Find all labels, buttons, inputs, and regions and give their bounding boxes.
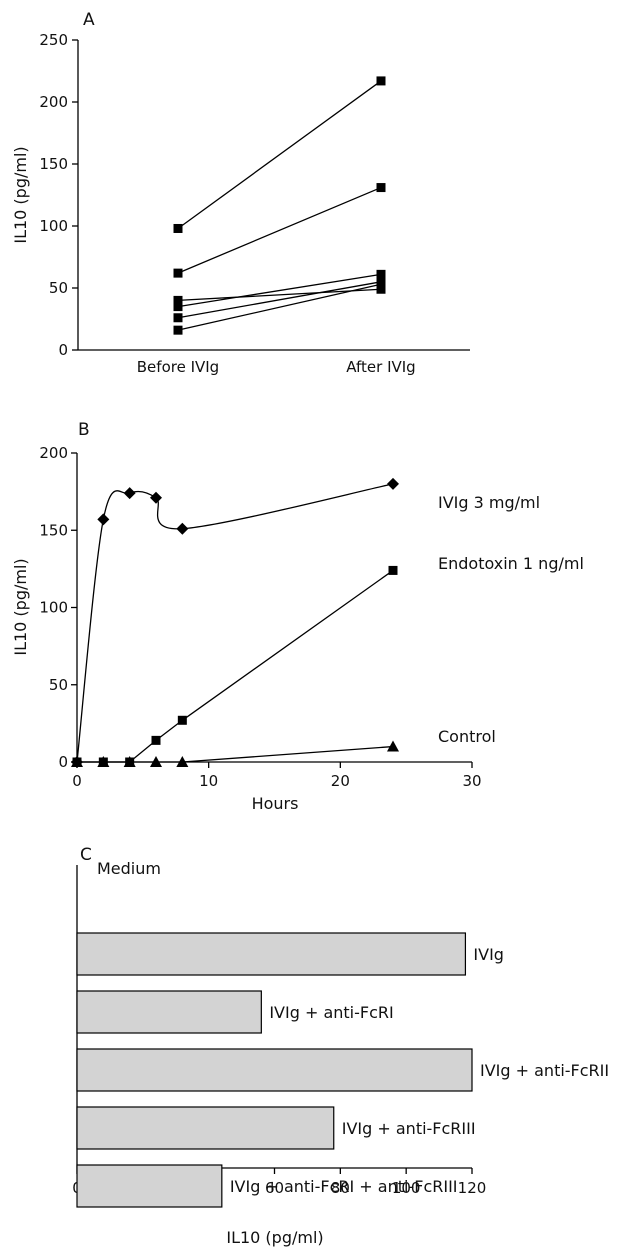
panel-b-data-point bbox=[387, 477, 399, 490]
panel-a-x-tick-label: After IVIg bbox=[346, 358, 415, 376]
panel-b-x-tick-label: 20 bbox=[331, 772, 350, 790]
panel-c-bar bbox=[76, 1164, 223, 1208]
panel-c-letter: C bbox=[80, 845, 92, 865]
panel-b-data-point bbox=[176, 522, 189, 535]
panel-c-x-label: IL10 (pg/ml) bbox=[226, 1228, 323, 1247]
panel-c-bar-label: Medium bbox=[97, 859, 161, 878]
series-label-control: Control bbox=[438, 727, 496, 746]
panel-b-data-point bbox=[177, 715, 187, 725]
panel-b-data-point bbox=[97, 513, 110, 526]
panel-b-data-point bbox=[123, 756, 136, 767]
panel-b-series-line bbox=[77, 569, 394, 763]
panel-c-x-tick-label: 120 bbox=[458, 1179, 487, 1197]
panel-b-data-point bbox=[123, 487, 136, 500]
panel-a-series-line bbox=[177, 273, 382, 308]
panel-b-series bbox=[71, 477, 399, 768]
panel-b-y-tick-label: 150 bbox=[39, 521, 68, 539]
panel-c-bar bbox=[76, 990, 262, 1034]
panel-a-y-label: IL10 (pg/ml) bbox=[11, 146, 30, 243]
panel-b-x-label: Hours bbox=[252, 794, 299, 813]
panel-c-bar bbox=[76, 1048, 473, 1092]
panel-a-data-point bbox=[173, 223, 183, 233]
panel-b-y-tick-label: 50 bbox=[49, 676, 68, 694]
panel-a-data-point bbox=[376, 183, 386, 193]
panel-a-series-line bbox=[177, 80, 382, 230]
panel-b-data-point bbox=[151, 735, 161, 745]
panel-c-bar-label: IVIg + anti-FcRIII bbox=[342, 1119, 476, 1138]
panel-a-y-tick-label: 0 bbox=[58, 341, 68, 359]
panel-a-y-tick-label: 200 bbox=[39, 93, 68, 111]
panel-a-y-tick-label: 50 bbox=[49, 279, 68, 297]
panel-c-bar bbox=[76, 932, 467, 976]
panel-a-data-point bbox=[173, 295, 183, 305]
panel-a: A 0 50 100 150 200 250 Before IVIg After IVIg… bbox=[11, 10, 470, 376]
panel-b-data-point bbox=[150, 491, 162, 504]
panel-c-bars: Medium IVIg IVIg + anti-FcRI IVIg + anti-Fc… bbox=[76, 859, 609, 1208]
panel-b-y-tick-label: 0 bbox=[58, 753, 68, 771]
panel-a-x-tick-label: Before IVIg bbox=[137, 358, 219, 376]
panel-b-y-ticks: 0 50 100 150 200 bbox=[39, 444, 77, 771]
panel-c-bar bbox=[76, 1106, 335, 1150]
panel-b-data-point bbox=[176, 756, 189, 767]
panel-b-y-label: IL10 (pg/ml) bbox=[11, 558, 30, 655]
panel-c-x-tick-label: 60 bbox=[265, 1179, 284, 1197]
panel-a-y-tick-label: 250 bbox=[39, 31, 68, 49]
panel-a-series bbox=[173, 76, 386, 335]
panel-b-series-line bbox=[76, 483, 394, 763]
panel-c-bar-label: IVIg bbox=[473, 945, 504, 964]
panel-a-data-point bbox=[376, 284, 386, 294]
panel-b-x-tick-label: 10 bbox=[199, 772, 218, 790]
panel-a-data-point bbox=[376, 76, 386, 86]
panel-a-y-tick-label: 100 bbox=[39, 217, 68, 235]
panel-a-data-point bbox=[173, 325, 183, 335]
panel-a-data-point bbox=[173, 313, 183, 323]
panel-a-series-line bbox=[177, 186, 382, 274]
panel-b: B 0 50 100 150 200 0 10 20 30 Hours IL10 (pg/ml… bbox=[11, 420, 584, 813]
panel-b-x-tick-label: 30 bbox=[462, 772, 481, 790]
panel-b-y-tick-label: 200 bbox=[39, 444, 68, 462]
panel-b-letter: B bbox=[78, 420, 90, 440]
panel-c-bar-label: IVIg + anti-FcRI + anti-FcRIII bbox=[230, 1177, 458, 1196]
series-label-ivig: IVIg 3 mg/ml bbox=[438, 493, 540, 512]
series-label-endotoxin: Endotoxin 1 ng/ml bbox=[438, 554, 584, 573]
panel-c-bar-label: IVIg + anti-FcRII bbox=[480, 1061, 609, 1080]
panel-b-data-point bbox=[97, 756, 110, 767]
panel-c-x-tick-label: 100 bbox=[392, 1179, 421, 1197]
panel-a-data-point bbox=[173, 302, 183, 312]
panel-a-data-point bbox=[376, 279, 386, 289]
panel-a-y-ticks: 0 50 100 150 200 250 bbox=[39, 31, 78, 359]
panel-a-x-tick-labels: Before IVIg After IVIg bbox=[137, 358, 416, 376]
panel-b-series-labels: IVIg 3 mg/ml Endotoxin 1 ng/ml Control bbox=[438, 493, 584, 746]
panel-a-letter: A bbox=[83, 10, 95, 30]
panel-a-series-line bbox=[177, 281, 382, 319]
panel-b-x-ticks: 0 10 20 30 bbox=[72, 762, 482, 790]
panel-b-x-tick-label: 0 bbox=[72, 772, 82, 790]
panel-c: C 020406080100120 IL10 (pg/ml) MediumIVI… bbox=[72, 845, 609, 1247]
panel-b-y-tick-label: 100 bbox=[39, 599, 68, 617]
panel-b-data-point bbox=[150, 756, 162, 767]
panel-a-y-tick-label: 150 bbox=[39, 155, 68, 173]
panel-c-x-tick-label: 80 bbox=[331, 1179, 350, 1197]
panel-c-bar-label: IVIg + anti-FcRI bbox=[269, 1003, 393, 1022]
panel-b-series-line bbox=[77, 745, 394, 763]
panel-b-data-point bbox=[71, 756, 83, 767]
panel-a-series-line bbox=[177, 283, 382, 331]
panel-a-data-point bbox=[173, 268, 183, 278]
panel-a-series-line bbox=[177, 288, 382, 302]
panel-b-data-point bbox=[387, 740, 399, 752]
panel-b-data-point bbox=[388, 565, 398, 575]
panel-a-data-point bbox=[376, 269, 386, 279]
